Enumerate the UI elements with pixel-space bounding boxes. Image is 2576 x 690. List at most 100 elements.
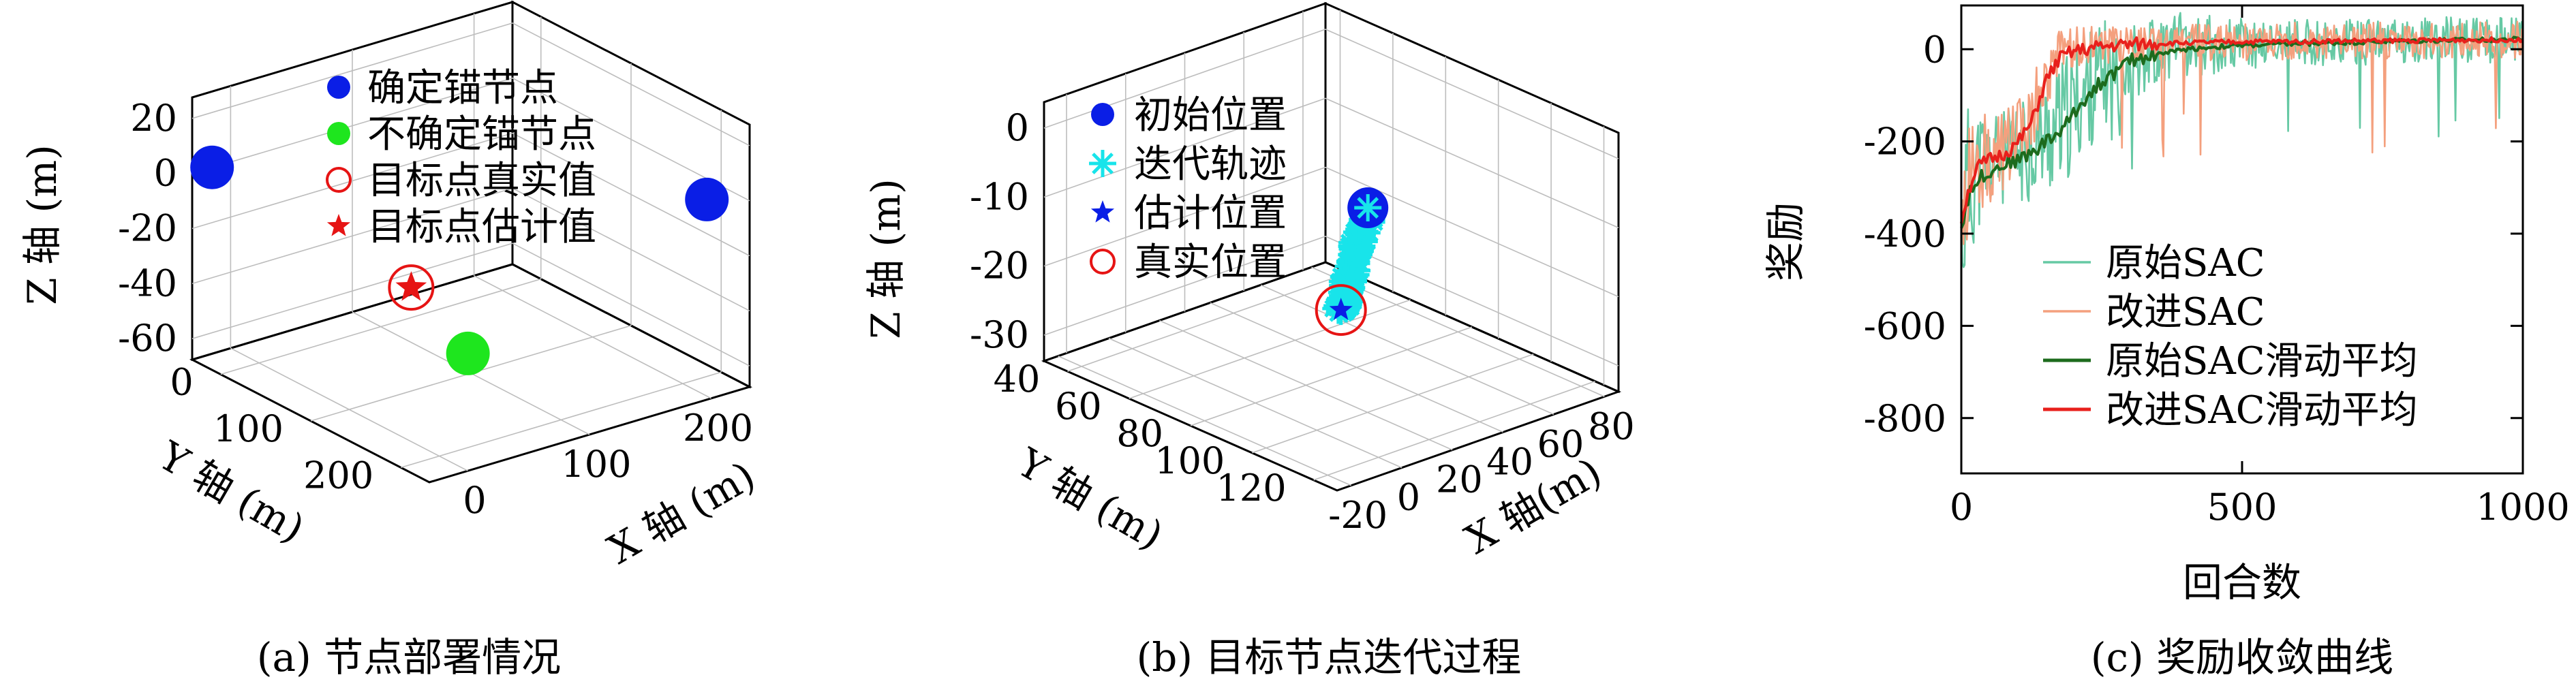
tick-labels-c: 0 -200 -400 -600 -800 0 500 1000 <box>1864 5 2570 529</box>
x-tick-label: 200 <box>683 407 753 450</box>
legend-item: 不确定锚节点 <box>327 112 596 157</box>
legend-label: 真实位置 <box>1134 240 1287 285</box>
z-tick-label: -30 <box>970 313 1029 356</box>
y-tick-label: -400 <box>1864 213 1946 255</box>
z-tick-label: -60 <box>118 317 177 360</box>
x-tick-label: 100 <box>561 443 631 486</box>
legend-label: 初始位置 <box>1134 93 1287 138</box>
x-tick-label: 60 <box>1537 422 1584 465</box>
z-tick-label: 0 <box>1006 106 1029 149</box>
point-不确定锚节点 <box>446 331 490 375</box>
legend-item: 改进SAC滑动平均 <box>2043 388 2418 433</box>
legend-item: 目标点真实值 <box>326 159 596 203</box>
series-lines-c <box>1959 12 2524 268</box>
legend-marker <box>327 76 350 99</box>
y-tick-label: 200 <box>303 454 373 497</box>
y-tick-label: 80 <box>1116 412 1163 455</box>
y-tick-label: 0 <box>170 361 193 404</box>
point-确定锚节点 <box>685 177 729 221</box>
z-gridline <box>191 77 750 202</box>
x-tick-label: 0 <box>463 479 486 522</box>
legend-item: 初始位置 <box>1091 93 1287 138</box>
legend-label: 迭代轨迹 <box>1134 142 1287 187</box>
x-tick-label: 1000 <box>2476 486 2569 529</box>
z-tick-label: -20 <box>970 245 1029 287</box>
z-gridline <box>1043 97 1619 229</box>
x-tick-label: -20 <box>1328 494 1387 537</box>
legend-label: 原始SAC滑动平均 <box>2106 339 2418 383</box>
x-gridline <box>230 347 468 471</box>
legend-item: 真实位置 <box>1090 240 1287 285</box>
legend-marker <box>327 122 350 145</box>
legend-label: 目标点估计值 <box>367 205 596 249</box>
legend-marker <box>1091 103 1114 126</box>
y-tick-label: 100 <box>213 407 283 450</box>
legend-item: 改进SAC <box>2043 290 2265 334</box>
x-tick-label: 40 <box>1486 440 1533 483</box>
y-tick-label: -800 <box>1864 397 1946 440</box>
y-tick-label: 100 <box>1154 439 1225 482</box>
x-gridline <box>1210 302 1503 433</box>
y-tick-label: -600 <box>1864 304 1946 347</box>
z-gridline <box>191 22 750 146</box>
legend-item: 原始SAC <box>2043 241 2265 285</box>
legend-item: 原始SAC滑动平均 <box>2043 339 2418 383</box>
z-gridline <box>1043 29 1619 159</box>
legend-label: 不确定锚节点 <box>367 112 596 157</box>
caption-c: (c) 奖励收敛曲线 <box>2091 634 2393 680</box>
trajectory-marker <box>1354 194 1382 222</box>
z-tick-label: -20 <box>118 207 177 250</box>
x-gridline <box>1159 319 1453 451</box>
axes-box-b <box>1041 1 1622 492</box>
point-目标点估计值 <box>395 271 427 301</box>
x-gridline <box>474 275 711 399</box>
legend-label: 改进SAC <box>2106 290 2265 334</box>
caption-a: (a) 节点部署情况 <box>257 634 561 680</box>
legend-marker <box>1089 150 1116 177</box>
legend-label: 估计位置 <box>1134 191 1287 236</box>
gridlines-a <box>191 13 750 471</box>
z-tick-label: -10 <box>970 175 1029 218</box>
ylabel-b: Y 轴 (m) <box>1009 439 1171 559</box>
data-points-b <box>1315 187 1389 336</box>
y-tick-label: 120 <box>1216 467 1287 509</box>
y-gridline <box>1067 272 1349 372</box>
legend-label: 确定锚节点 <box>367 66 558 110</box>
z-gridline <box>191 242 750 366</box>
y-tick-label: 0 <box>1923 28 1946 71</box>
y-gridline <box>1129 299 1411 399</box>
z-tick-label: -40 <box>118 262 177 304</box>
legend-label: 目标点真实值 <box>367 159 596 203</box>
point-目标点真实值 <box>388 264 435 311</box>
xlabel-c: 回合数 <box>2183 559 2301 606</box>
series-line-改进SAC滑动平均 <box>1959 36 2524 224</box>
legend-marker <box>1090 249 1116 275</box>
x-tick-label: 0 <box>1950 486 1973 529</box>
y-tick-label: 40 <box>994 358 1041 401</box>
z-gridline <box>191 187 750 312</box>
legend-item: 确定锚节点 <box>327 66 558 110</box>
x-gridline <box>1058 356 1351 486</box>
legend-marker <box>326 214 351 236</box>
ylabel-c: 奖励 <box>1762 202 1809 281</box>
z-gridline <box>191 132 750 257</box>
zlabel-b: Z 轴 (m) <box>863 178 909 339</box>
z-gridline <box>1043 236 1619 366</box>
x-gridline <box>1108 337 1402 469</box>
legend-item: 目标点估计值 <box>326 205 596 249</box>
legend-item: 估计位置 <box>1090 191 1287 236</box>
legend-marker <box>1090 200 1115 223</box>
caption-b: (b) 目标节点迭代过程 <box>1137 634 1522 680</box>
x-tick-label: 500 <box>2207 486 2277 529</box>
legend-item: 迭代轨迹 <box>1089 142 1287 187</box>
point-估计位置 <box>1329 298 1353 320</box>
legend-label: 原始SAC <box>2106 241 2265 285</box>
